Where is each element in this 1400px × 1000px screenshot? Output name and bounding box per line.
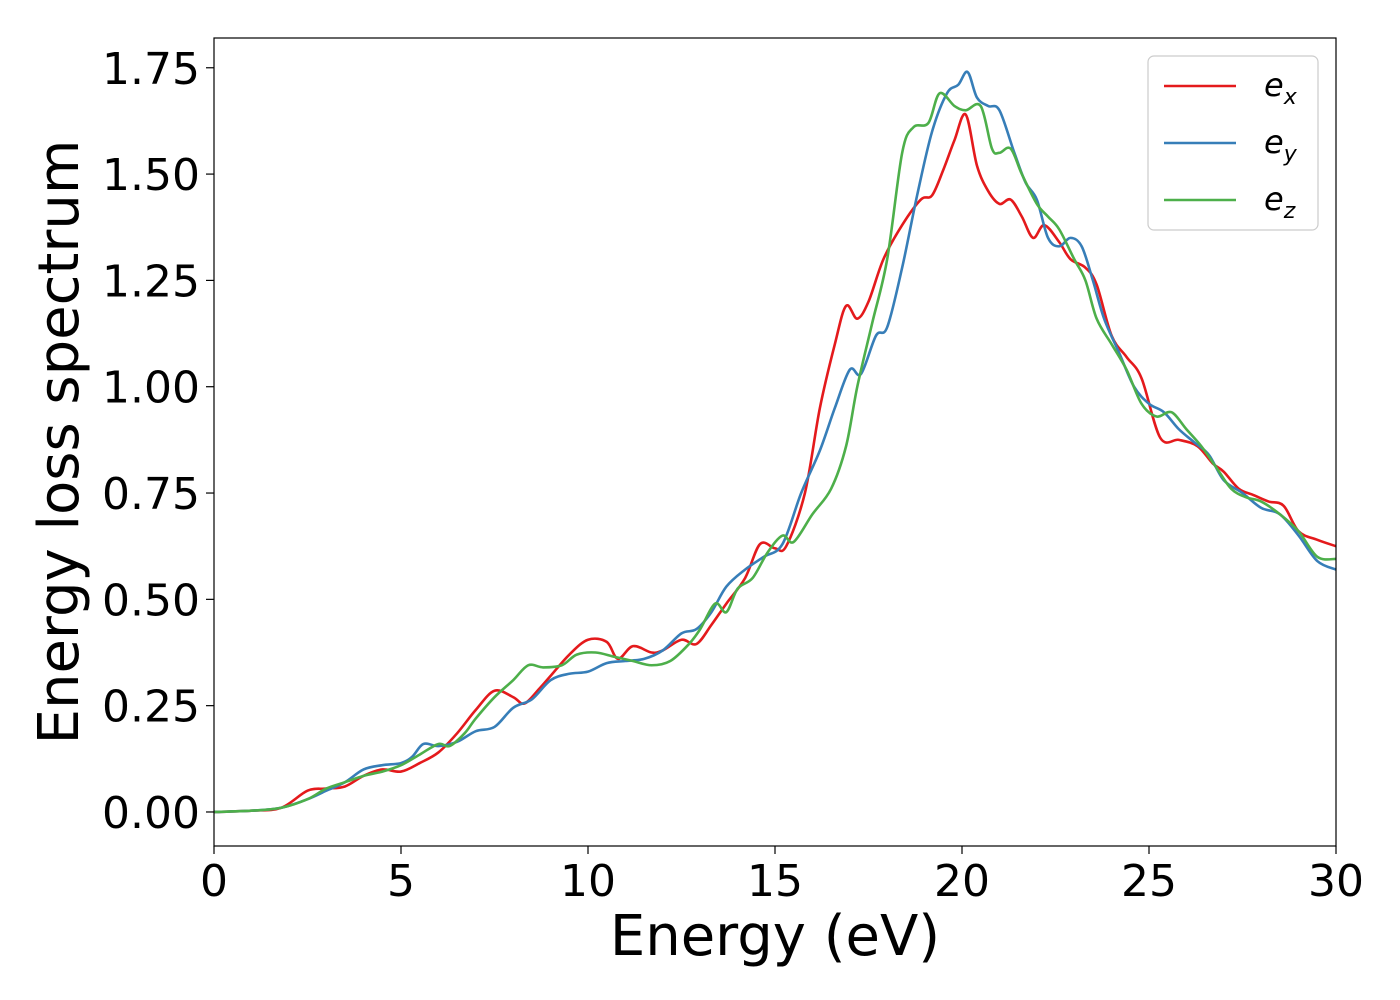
y-tick-label: 0.25	[102, 682, 200, 733]
y-tick-label: 1.25	[102, 256, 200, 307]
y-tick-label: 0.75	[102, 469, 200, 520]
legend-label: ex	[1264, 66, 1298, 110]
x-tick-label: 20	[934, 856, 990, 907]
y-tick-label: 1.50	[102, 150, 200, 201]
y-tick-label: 1.00	[102, 363, 200, 414]
x-axis-title: Energy (eV)	[610, 904, 940, 969]
y-tick-label: 1.75	[102, 44, 200, 95]
plot-area	[214, 70, 1336, 814]
y-axis-title: Energy loss spectrum	[27, 140, 92, 745]
x-tick-label: 30	[1308, 856, 1364, 907]
legend-label: ez	[1264, 180, 1296, 224]
x-tick-label: 5	[387, 856, 415, 907]
series-line-e-x	[214, 112, 1336, 814]
x-tick-label: 15	[747, 856, 803, 907]
legend-label: ey	[1264, 123, 1298, 167]
y-tick-label: 0.50	[102, 575, 200, 626]
axes: 0 5 10 15 20 25 30 0.00 0.25 0.50 0.75 1.00 1.25 1.50…	[102, 37, 1364, 907]
series-line-e-z	[214, 91, 1336, 814]
y-tick-label: 0.00	[102, 788, 200, 839]
x-tick-label: 25	[1121, 856, 1177, 907]
x-tick-label: 0	[200, 856, 228, 907]
legend: ex ey ez	[1147, 55, 1319, 231]
series-line-e-y	[214, 70, 1336, 814]
x-tick-label: 10	[560, 856, 616, 907]
